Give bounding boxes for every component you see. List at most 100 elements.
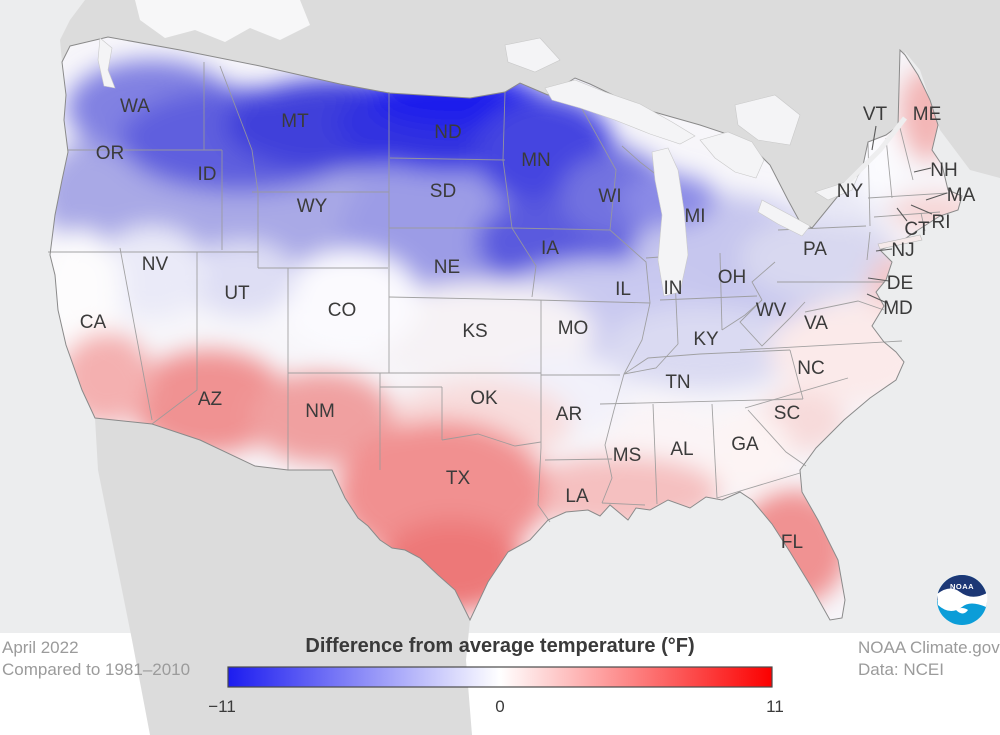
state-label-tx: TX: [446, 468, 471, 489]
state-label-tn: TN: [665, 372, 690, 393]
state-label-la: LA: [565, 486, 589, 507]
state-label-ms: MS: [613, 445, 642, 466]
leader-line: [867, 277, 890, 282]
leader-line: [871, 125, 877, 151]
us-land: [50, 37, 962, 620]
state-label-ks: KS: [462, 321, 487, 342]
noaa-logo: NOAA: [937, 575, 988, 625]
colorbar-tick-min: −11: [208, 697, 236, 716]
state-label-or: OR: [96, 143, 125, 164]
colorbar-tick-zero: 0: [495, 697, 504, 716]
state-label-oh: OH: [718, 267, 747, 288]
lake-huron: [699, 131, 765, 179]
footer-left: April 2022 Compared to 1981–2010: [2, 638, 190, 679]
anomaly-spot: [337, 420, 547, 564]
state-label-sc: SC: [774, 403, 800, 424]
state-label-wa: WA: [120, 96, 150, 117]
state-label-mi: MI: [684, 206, 705, 227]
georgian-bay: [734, 94, 801, 146]
state-label-va: VA: [804, 313, 828, 334]
anomaly-spot: [97, 226, 207, 318]
state-label-al: AL: [670, 439, 693, 460]
leader-line: [875, 248, 893, 252]
state-label-az: AZ: [198, 389, 223, 410]
anomaly-spot: [740, 216, 900, 300]
puget-sound: [97, 37, 116, 89]
st-lawrence-river: [838, 116, 907, 192]
state-label-ky: KY: [693, 329, 719, 350]
state-label-wi: WI: [598, 186, 621, 207]
state-borders: [48, 62, 949, 523]
state-label-ut: UT: [224, 283, 250, 304]
anomaly-spot: [132, 350, 288, 454]
anomaly-spot: [700, 410, 792, 494]
canada-landmass: [60, 0, 1000, 228]
legend: Difference from average temperature (°F)…: [208, 635, 784, 716]
state-label-wy: WY: [297, 196, 328, 217]
state-label-ga: GA: [731, 434, 759, 455]
anomaly-spot: [250, 372, 394, 464]
leader-line: [910, 204, 933, 215]
noaa-logo-bird-icon: [956, 608, 968, 614]
state-label-ia: IA: [541, 238, 559, 259]
state-label-de: DE: [887, 273, 913, 294]
state-label-md: MD: [883, 298, 913, 319]
anomaly-spot: [280, 250, 420, 354]
state-label-nm: NM: [305, 401, 335, 422]
state-label-me: ME: [913, 104, 942, 125]
leader-line: [913, 167, 932, 173]
great-lakes: [97, 0, 923, 297]
state-label-nj: NJ: [891, 240, 914, 261]
state-label-ri: RI: [932, 212, 951, 233]
state-label-vt: VT: [863, 104, 888, 125]
lake-superior: [544, 79, 696, 145]
baseline-caption: Compared to 1981–2010: [2, 660, 190, 679]
state-label-ma: MA: [947, 185, 976, 206]
footer-right: NOAA Climate.gov Data: NCEI: [858, 638, 1000, 679]
leader-line: [896, 207, 908, 222]
state-label-sd: SD: [430, 181, 456, 202]
state-label-in: IN: [664, 278, 683, 299]
noaa-logo-text: NOAA: [950, 582, 974, 591]
colorbar: [227, 666, 773, 688]
legend-title: Difference from average temperature (°F): [305, 635, 694, 657]
date-caption: April 2022: [2, 638, 79, 657]
lake-michigan: [651, 147, 689, 297]
state-label-co: CO: [328, 300, 357, 321]
state-label-nh: NH: [930, 160, 957, 181]
data-caption: Data: NCEI: [858, 660, 944, 679]
state-label-ok: OK: [470, 388, 498, 409]
state-label-pa: PA: [803, 239, 827, 260]
state-label-ca: CA: [80, 312, 107, 333]
label-leader-lines: [866, 125, 948, 304]
state-label-ct: CT: [904, 219, 930, 240]
temperature-anomaly-field: [50, 60, 962, 612]
leader-line: [866, 293, 888, 304]
state-label-ne: NE: [434, 257, 460, 278]
anomaly-spot: [605, 306, 805, 390]
british-columbia-coast: [135, 0, 310, 42]
long-island: [877, 234, 923, 250]
state-label-ny: NY: [837, 181, 864, 202]
source-caption: NOAA Climate.gov: [858, 638, 1000, 657]
state-label-mo: MO: [558, 318, 589, 339]
state-label-id: ID: [198, 164, 217, 185]
colorbar-tick-max: 11: [766, 697, 784, 716]
state-label-mn: MN: [521, 150, 551, 171]
lake-erie: [757, 199, 811, 237]
lake-of-the-woods: [504, 37, 561, 73]
state-label-wv: WV: [756, 300, 787, 321]
state-label-ar: AR: [556, 404, 582, 425]
mexico-landmass: [95, 418, 472, 735]
state-label-nd: ND: [434, 122, 461, 143]
state-label-nv: NV: [142, 254, 169, 275]
leader-line: [925, 192, 948, 201]
state-label-nc: NC: [797, 358, 824, 379]
noaa-logo-swoosh-icon: [937, 588, 988, 612]
state-label-mt: MT: [281, 111, 309, 132]
state-labels: WA OR CA NV ID MT WY UT CO AZ NM ND SD NE KS OK TX MN IA MO…: [80, 96, 976, 553]
anomaly-spot: [187, 240, 297, 316]
state-label-fl: FL: [781, 532, 803, 553]
